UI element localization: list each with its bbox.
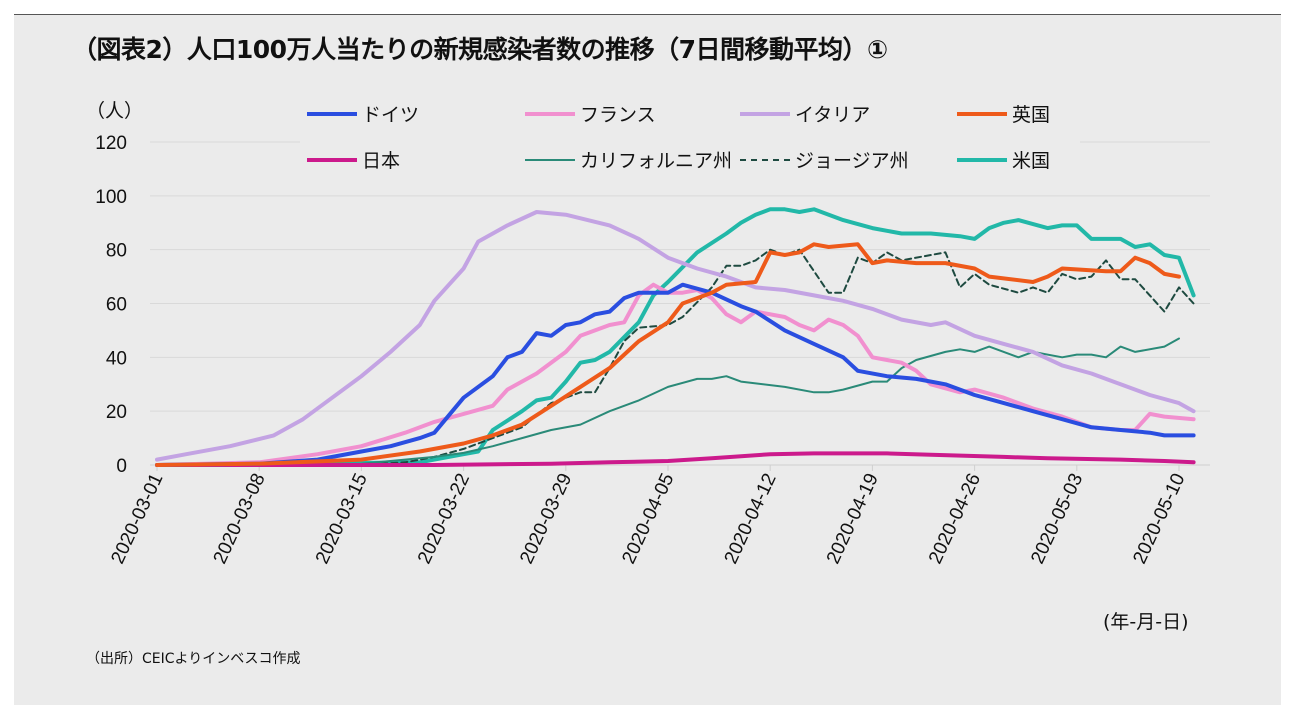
x-tick-label: 2020-04-12 (721, 470, 781, 567)
y-tick-label: 20 (106, 402, 127, 423)
series-line-1 (155, 282, 1196, 467)
legend-label: ジョージア州 (795, 150, 909, 172)
legend-item: ジョージア州 (740, 146, 909, 173)
legend-item: 英国 (957, 100, 1050, 127)
legend-item: ドイツ (307, 100, 419, 127)
x-tick-label: 2020-04-05 (618, 470, 678, 567)
legend-item: 日本 (307, 146, 400, 173)
x-tick-label: 2020-03-15 (312, 470, 372, 567)
legend-swatch (740, 111, 790, 116)
legend-swatch (740, 158, 790, 161)
x-tick-label: 2020-04-26 (925, 470, 985, 567)
legend-item: カリフォルニア州 (525, 146, 732, 173)
legend-label: ドイツ (362, 104, 420, 126)
series-line-5 (155, 451, 1196, 467)
legend-swatch (525, 158, 575, 161)
series-line-4 (155, 242, 1181, 467)
series-line-7 (360, 248, 1195, 466)
x-tick-label: 2020-03-22 (414, 470, 474, 567)
legend-background (300, 92, 1080, 177)
y-tick-label: 0 (116, 456, 127, 477)
x-tick-label: 2020-03-29 (516, 470, 576, 567)
x-tick-label: 2020-04-19 (823, 470, 883, 567)
x-tick-label: 2020-05-10 (1129, 470, 1189, 567)
legend-swatch (307, 111, 357, 116)
x-tick-label: 2020-03-01 (107, 470, 167, 567)
x-tick-label: 2020-05-03 (1027, 470, 1087, 567)
source-note: （出所）CEICよりインベスコ作成 (86, 651, 301, 667)
series-line-2 (155, 282, 1196, 467)
legend-label: イタリア (795, 104, 871, 126)
legend-swatch (307, 157, 357, 162)
legend-swatch (525, 111, 575, 116)
y-axis-unit: （人） (86, 100, 144, 122)
legend-label: カリフォルニア州 (580, 150, 733, 172)
legend-label: 英国 (1012, 104, 1051, 126)
y-tick-label: 40 (106, 348, 127, 369)
x-axis-unit: (年-月-日) (1103, 611, 1189, 633)
legend-label: フランス (580, 104, 656, 126)
series-line-3 (155, 210, 1196, 462)
legend-swatch (957, 111, 1007, 116)
series-line-6 (156, 337, 1180, 466)
legend-label: 米国 (1012, 150, 1051, 172)
legend-label: 日本 (362, 150, 401, 172)
y-tick-label: 80 (106, 241, 127, 262)
x-tick-label: 2020-03-08 (210, 470, 270, 567)
legend-item: イタリア (740, 100, 870, 127)
y-tick-label: 120 (95, 133, 127, 154)
y-tick-label: 60 (106, 295, 127, 316)
chart-title: （図表2）人口100万人当たりの新規感染者数の推移（7日間移動平均）① (72, 35, 888, 64)
series-line-8 (155, 207, 1196, 467)
y-tick-label: 100 (95, 187, 127, 208)
legend-swatch (957, 157, 1007, 162)
legend-item: フランス (525, 100, 656, 127)
legend-item: 米国 (957, 146, 1050, 173)
